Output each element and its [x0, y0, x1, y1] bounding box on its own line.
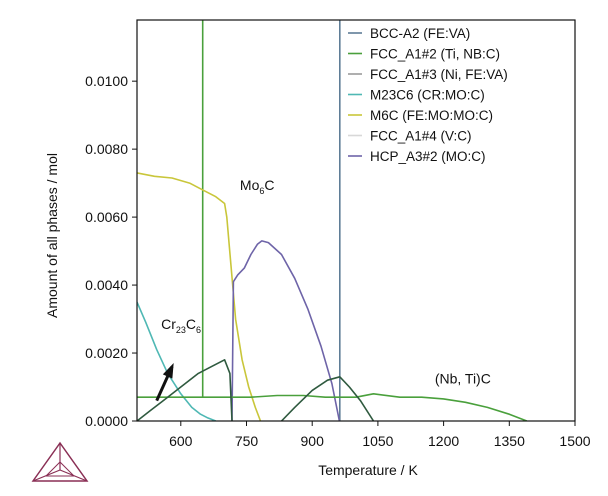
plot-background — [137, 20, 575, 421]
y-tick-label: 0.0100 — [85, 73, 128, 89]
legend-entry: BCC-A2 (FE:VA) — [370, 26, 470, 41]
x-tick-label: 600 — [169, 433, 193, 449]
series-layer — [137, 20, 528, 421]
x-tick-label: 1350 — [494, 433, 525, 449]
legend-entry: HCP_A3#2 (MO:C) — [370, 149, 486, 164]
y-tick-label: 0.0020 — [85, 345, 128, 361]
series-line-3 — [137, 301, 217, 421]
plot-frame — [136, 19, 576, 422]
x-tick-label: 1050 — [362, 433, 393, 449]
plot-area — [137, 20, 575, 421]
logo-icon — [31, 441, 89, 482]
annotation-label-2: (Nb, Ti)C — [435, 371, 491, 387]
annotation-label-1: Cr23C6 — [161, 316, 201, 335]
legend-entry: FCC_A1#3 (Ni, FE:VA) — [370, 67, 508, 82]
series-line-8 — [137, 359, 233, 421]
logo-inner — [44, 461, 76, 477]
series-line-6 — [231, 240, 341, 421]
legend-entry: M6C (FE:MO:MO:C) — [370, 108, 493, 123]
annotation-label-0: Mo6C — [240, 177, 275, 196]
x-tick-label: 750 — [235, 433, 259, 449]
y-tick-label: 0.0000 — [85, 413, 128, 429]
x-tick-label: 1200 — [428, 433, 459, 449]
series-line-9 — [280, 376, 375, 421]
y-axis-title: Amount of all phases / mol — [44, 153, 60, 318]
x-tick-label: 900 — [301, 433, 325, 449]
y-tick-label: 0.0080 — [85, 141, 128, 157]
annotation-layer: Mo6C Cr23C6 (Nb, Ti)C — [155, 177, 491, 402]
x-tick-label: 1500 — [559, 433, 590, 449]
series-line-7 — [137, 393, 528, 421]
legend: BCC-A2 (FE:VA) FCC_A1#2 (Ti, NB:C) FCC_A1#… — [348, 26, 508, 164]
axes-layer: 600 750 900 1050 1200 1350 1500 0.0000 0.0020 0.0… — [44, 19, 591, 478]
y-tick-label: 0.0040 — [85, 277, 128, 293]
logo-triangle — [31, 441, 89, 482]
annotation-arrowhead — [162, 362, 174, 379]
series-line-4 — [137, 172, 262, 421]
y-tick-label: 0.0060 — [85, 209, 128, 225]
x-axis-title: Temperature / K — [318, 462, 418, 478]
legend-entry: FCC_A1#4 (V:C) — [370, 129, 472, 144]
legend-entry: FCC_A1#2 (Ti, NB:C) — [370, 47, 500, 62]
legend-entry: M23C6 (CR:MO:C) — [370, 88, 485, 103]
